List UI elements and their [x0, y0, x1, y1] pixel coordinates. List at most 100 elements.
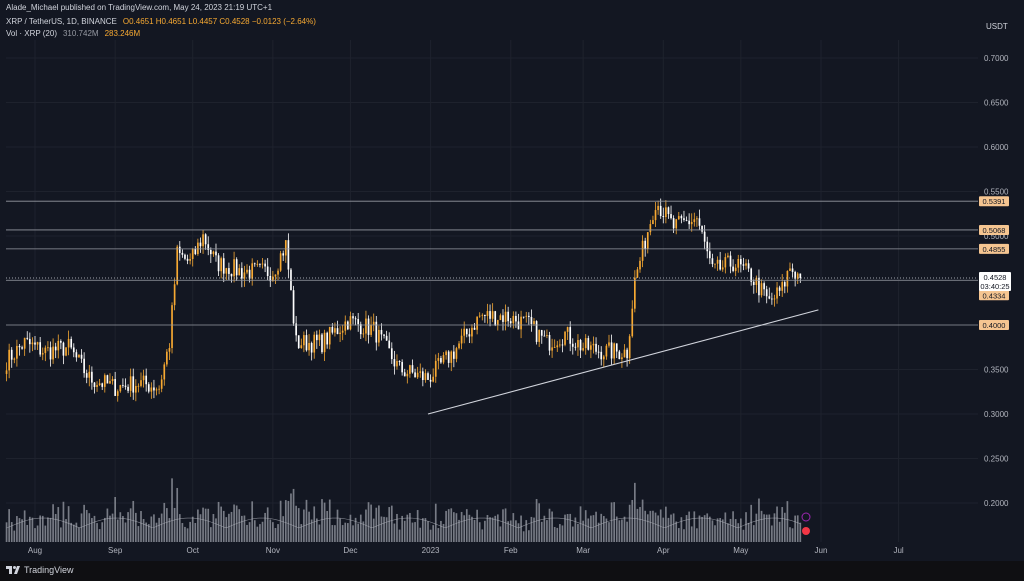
candle-body	[18, 345, 21, 348]
volume-bar	[429, 529, 432, 542]
horizontal-levels[interactable]	[6, 200, 978, 326]
volume-bar	[605, 518, 608, 542]
volume-bar	[414, 522, 416, 542]
volume-bar	[553, 526, 556, 542]
candle-body	[111, 379, 114, 382]
volume-bar	[119, 512, 122, 542]
candle-body	[665, 207, 667, 218]
volume-bar	[403, 520, 406, 542]
volume-bar	[623, 516, 626, 542]
candle-body	[184, 254, 186, 259]
candle-body	[721, 267, 724, 270]
level-badge	[979, 224, 1009, 235]
volume-bar	[409, 512, 411, 542]
candle-body	[478, 315, 481, 317]
candle-body	[502, 315, 504, 322]
event-flag-icon[interactable]	[802, 527, 810, 535]
price-badge	[979, 290, 1009, 301]
candle-body	[747, 263, 750, 269]
y-tick-label: 0.6500	[984, 99, 1009, 108]
volume-bar	[34, 528, 36, 542]
candle-body	[207, 244, 210, 250]
volume-ma-line	[6, 517, 801, 529]
volume-bar	[504, 508, 507, 542]
volume-bar	[512, 513, 515, 542]
y-tick-label: 0.5000	[984, 232, 1009, 241]
volume-bar	[305, 499, 308, 542]
volume-bar	[566, 514, 569, 542]
volume-bar	[230, 511, 233, 542]
candle-body	[266, 266, 269, 276]
volume-bar	[98, 529, 101, 542]
trendline[interactable]	[427, 309, 819, 415]
volume-label[interactable]: Vol · XRP (20)	[6, 29, 57, 38]
candle-body	[579, 340, 582, 351]
volume-bar	[339, 518, 341, 542]
candle-body	[525, 315, 528, 317]
candle-body	[220, 258, 222, 272]
volume-bar	[176, 487, 179, 542]
volume-bar	[522, 531, 525, 542]
currency-label[interactable]: USDT	[986, 22, 1008, 31]
volume-bar	[83, 504, 85, 542]
volume-ma-value: 310.742M	[62, 29, 99, 38]
volume-bar	[385, 517, 388, 542]
candle-body	[406, 373, 409, 377]
candle-body	[277, 270, 279, 275]
candle-body	[160, 379, 163, 389]
symbol-label[interactable]: XRP / TetherUS, 1D, BINANCE	[6, 17, 117, 26]
volume-bar	[41, 515, 44, 542]
volume-bar	[781, 507, 784, 542]
candle-body	[321, 334, 323, 353]
volume-bar	[10, 522, 13, 542]
volume-bar	[91, 518, 93, 542]
volume-bar	[57, 507, 60, 542]
level-badge-label: 0.5391	[983, 197, 1006, 206]
candle-body	[530, 316, 533, 325]
candle-body	[587, 338, 590, 350]
candle-body	[548, 335, 551, 351]
volume-bar	[383, 516, 385, 542]
candle-body	[194, 248, 197, 255]
volume-bar	[432, 525, 435, 542]
volume-bar	[132, 500, 135, 542]
candle-body	[72, 347, 75, 353]
candle-body	[80, 354, 83, 359]
tradingview-logo[interactable]: TradingView	[6, 565, 74, 575]
volume-bar	[168, 518, 171, 542]
candle-body	[427, 373, 429, 380]
volume-bar	[75, 522, 78, 542]
volume-bar	[308, 511, 310, 542]
volume-bar	[207, 508, 210, 542]
candle-body	[326, 332, 329, 345]
candle-body	[631, 308, 634, 337]
volume-bar	[365, 509, 367, 542]
volume-bar	[23, 510, 26, 542]
volume-bar	[47, 517, 49, 542]
candle-body	[8, 349, 10, 371]
x-tick-label: Sep	[108, 546, 123, 555]
candle-body	[683, 218, 685, 220]
volume-bar	[248, 522, 251, 542]
candle-body	[494, 311, 497, 326]
volume-bar	[406, 514, 409, 542]
volume-bar	[111, 513, 114, 542]
trendline-layer[interactable]	[427, 309, 819, 415]
volume-bar	[127, 512, 129, 542]
volume-bar	[401, 515, 403, 542]
volume-bar	[269, 519, 272, 542]
candle-body	[724, 257, 727, 268]
volume-bar	[765, 514, 768, 542]
volume-bar	[129, 508, 132, 542]
volume-bar	[367, 502, 370, 542]
candle-body	[520, 316, 522, 330]
volume-bar	[181, 523, 184, 542]
volume-bar	[525, 520, 528, 542]
volume-bar	[427, 521, 429, 542]
candle-body	[49, 347, 52, 360]
volume-bar	[463, 515, 466, 542]
event-flash-icon[interactable]	[801, 512, 811, 522]
candle-body	[602, 356, 605, 360]
candle-body	[287, 240, 290, 270]
